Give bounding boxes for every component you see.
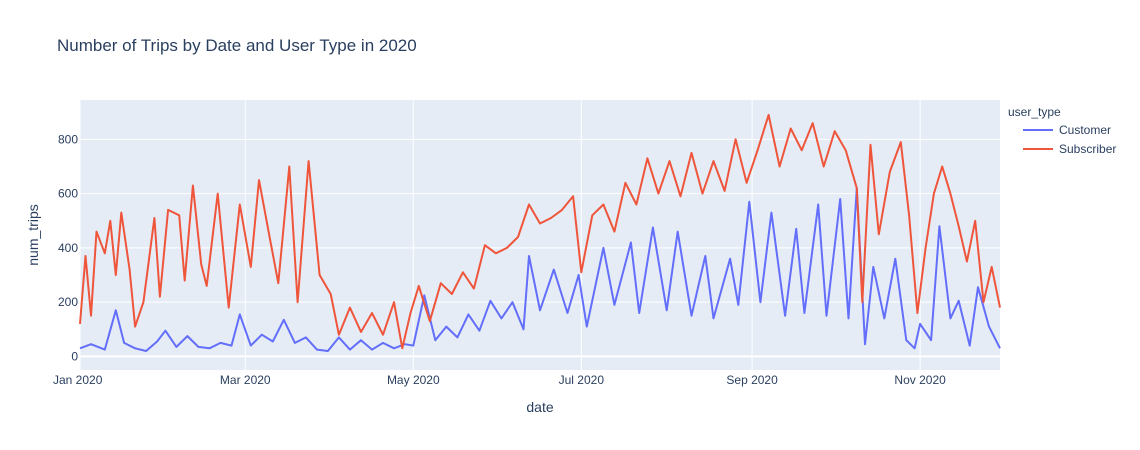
y-tick-label: 200 xyxy=(58,295,78,309)
series-layer xyxy=(79,113,1001,352)
x-tick-label: Mar 2020 xyxy=(220,373,271,387)
x-tick-label: Sep 2020 xyxy=(726,373,778,387)
x-axis-ticks: Jan 2020 Mar 2020 May 2020 Jul 2020 Sep 2020… xyxy=(53,373,946,387)
x-tick-label: Nov 2020 xyxy=(894,373,946,387)
x-axis-title: date xyxy=(526,399,553,415)
y-tick-label: 600 xyxy=(58,187,78,201)
plot-area xyxy=(80,100,1000,370)
legend-title: user_type xyxy=(1008,105,1061,119)
y-axis-ticks: 0 200 400 600 800 xyxy=(58,132,78,363)
x-tick-label: Jan 2020 xyxy=(53,373,103,387)
y-axis-title: num_trips xyxy=(25,204,41,265)
series-line-customer xyxy=(79,187,1001,352)
legend-label-subscriber: Subscriber xyxy=(1059,142,1116,156)
y-tick-label: 800 xyxy=(58,132,78,146)
series-line-subscriber xyxy=(79,113,1001,350)
legend-label-customer: Customer xyxy=(1059,123,1111,137)
x-tick-label: May 2020 xyxy=(387,373,440,387)
x-tick-label: Jul 2020 xyxy=(559,373,605,387)
chart-title: Number of Trips by Date and User Type in… xyxy=(57,36,417,55)
legend: user_type Customer Subscriber xyxy=(1008,105,1116,156)
y-tick-label: 400 xyxy=(58,241,78,255)
y-tick-label: 0 xyxy=(71,349,78,363)
